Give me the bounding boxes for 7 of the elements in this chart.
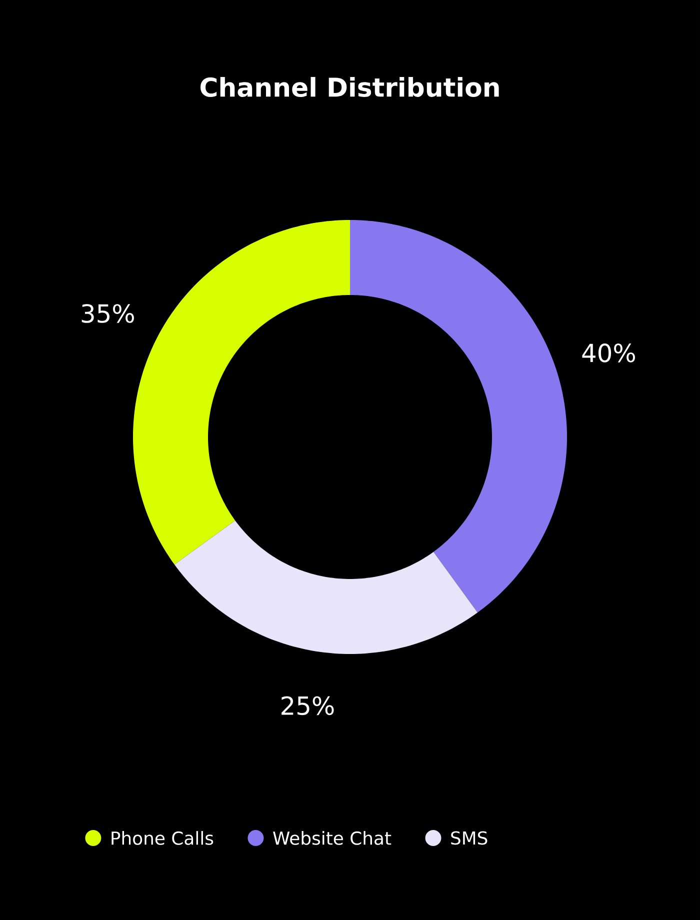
data-label: 40% [582,344,635,362]
data-label: 25% [282,696,334,716]
chart-title: Channel Distribution [200,76,499,98]
legend-label: Phone Calls [112,831,214,845]
legend-label: Website Chat [273,831,392,845]
data-label: 35% [82,304,134,323]
legend-label: SMS [451,831,488,845]
